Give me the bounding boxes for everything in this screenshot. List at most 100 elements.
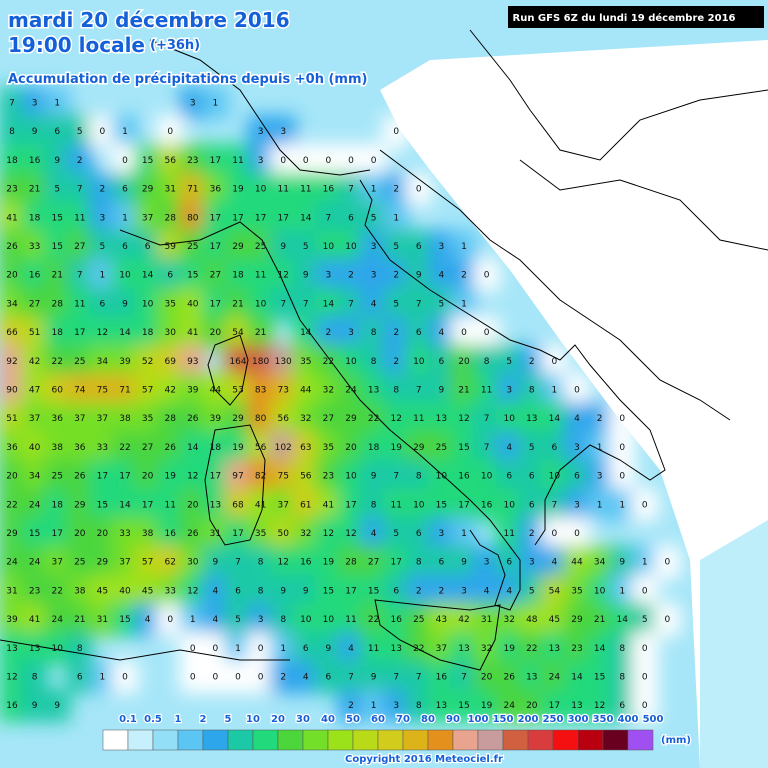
grid-value: 19 xyxy=(232,443,244,453)
precip-cell xyxy=(156,517,184,550)
precip-cell xyxy=(382,344,410,378)
grid-value: 10 xyxy=(255,185,267,195)
precip-cell xyxy=(202,172,229,206)
grid-value: 7 xyxy=(348,185,354,195)
legend-label: 60 xyxy=(371,714,385,725)
grid-value: 14 xyxy=(142,271,154,281)
grid-value: 1 xyxy=(371,185,377,195)
grid-value: 7 xyxy=(484,443,490,453)
grid-value: 32 xyxy=(323,386,334,396)
dry-land xyxy=(380,40,768,768)
grid-value: 13 xyxy=(526,414,537,424)
grid-value: 5 xyxy=(642,615,648,625)
grid-value: 12 xyxy=(187,472,198,482)
grid-value: 17 xyxy=(210,242,221,252)
precip-cell xyxy=(405,344,433,378)
grid-value: 13 xyxy=(436,701,447,711)
grid-value: 92 xyxy=(6,357,17,367)
precip-cell xyxy=(66,344,94,378)
precip-cell xyxy=(586,603,613,636)
grid-value: 3 xyxy=(258,615,264,625)
grid-value: 11 xyxy=(255,271,266,281)
precip-cell xyxy=(360,660,387,694)
grid-value: 20 xyxy=(74,529,86,539)
grid-value: 13 xyxy=(210,500,221,510)
precip-cell xyxy=(428,631,455,665)
precip-cell xyxy=(224,144,252,177)
grid-value: 2 xyxy=(280,673,286,683)
grid-value: 8 xyxy=(619,644,625,654)
precip-cell xyxy=(156,459,184,493)
precip-cell xyxy=(337,344,365,378)
precip-cell xyxy=(541,574,568,608)
precip-cell xyxy=(134,488,161,522)
legend-swatch xyxy=(577,729,604,751)
precip-cell xyxy=(631,689,659,723)
grid-value: 18 xyxy=(142,328,154,338)
grid-value: 12 xyxy=(277,558,288,568)
precip-cell xyxy=(21,660,48,694)
grid-value: 7 xyxy=(393,472,399,482)
grid-value: 71 xyxy=(119,386,130,396)
grid-value: 23 xyxy=(323,472,334,482)
grid-value: 2 xyxy=(597,414,603,424)
legend-swatch xyxy=(202,729,229,751)
grid-value: 6 xyxy=(100,299,106,309)
grid-value: 1 xyxy=(190,615,196,625)
precip-cell xyxy=(495,660,523,694)
precip-cell xyxy=(224,230,252,263)
precip-cell xyxy=(586,689,613,723)
precip-cell xyxy=(495,344,523,378)
precip-cell xyxy=(247,287,274,321)
precip-cell xyxy=(405,517,433,550)
grid-value: 74 xyxy=(74,386,86,396)
precip-cell xyxy=(247,545,274,579)
grid-value: 52 xyxy=(142,357,153,367)
legend: 0.1 0.5 1 2 5 10 20 30 40 50 60 70 80 90 100 150 200 250 3… xyxy=(102,713,665,751)
grid-value: 12 xyxy=(390,414,401,424)
grid-value: 17 xyxy=(458,500,469,510)
legend-swatch xyxy=(502,729,529,751)
grid-value: 45 xyxy=(549,615,560,625)
grid-value: 13 xyxy=(458,644,469,654)
precip-cell xyxy=(586,574,613,608)
grid-value: 11 xyxy=(74,299,85,309)
precip-cell xyxy=(21,144,48,177)
grid-value: 6 xyxy=(122,242,128,252)
grid-value: 8 xyxy=(393,386,399,396)
grid-value: 13 xyxy=(368,386,379,396)
grid-value: 25 xyxy=(413,615,424,625)
grid-value: 17 xyxy=(345,586,356,596)
precip-cell xyxy=(66,631,94,665)
precip-cell xyxy=(247,431,274,464)
grid-value: 6 xyxy=(393,586,399,596)
precip-cell xyxy=(269,402,297,436)
grid-value: 42 xyxy=(458,615,469,625)
precip-cell xyxy=(315,545,342,579)
precip-cell xyxy=(360,431,387,464)
precip-cell xyxy=(450,373,478,407)
precip-cell xyxy=(292,230,320,263)
precip-cell xyxy=(66,144,94,177)
precip-cell xyxy=(541,517,568,550)
precip-cell xyxy=(224,431,252,464)
precip-cell xyxy=(111,431,139,464)
grid-value: 11 xyxy=(390,500,401,510)
precip-cell xyxy=(89,488,116,522)
grid-value: 10 xyxy=(300,615,312,625)
precip-cell xyxy=(247,631,274,665)
grid-value: 14 xyxy=(119,328,131,338)
precip-cell xyxy=(360,574,387,608)
precip-cell xyxy=(428,603,455,636)
precip-cell xyxy=(292,603,320,636)
precip-cell xyxy=(428,431,455,464)
grid-value: 7 xyxy=(393,673,399,683)
grid-value: 8 xyxy=(258,558,264,568)
precip-cell xyxy=(224,201,252,235)
grid-value: 83 xyxy=(255,386,266,396)
grid-value: 0 xyxy=(122,156,128,166)
precip-cell xyxy=(66,316,94,349)
precip-cell xyxy=(43,459,71,493)
precip-cell xyxy=(360,631,387,665)
precip-cell xyxy=(541,689,568,723)
